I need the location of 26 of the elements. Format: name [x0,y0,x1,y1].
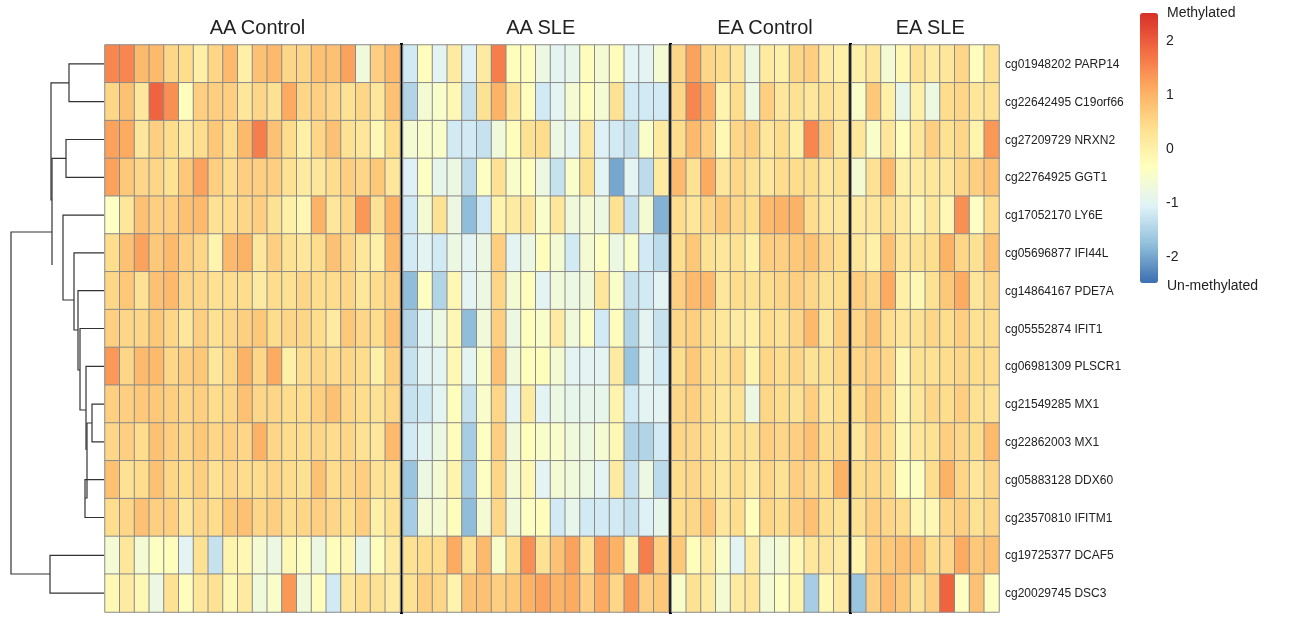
text: Methylated [1167,4,1236,20]
text: Un-methylated [1167,277,1259,293]
text: EA SLE [895,16,965,38]
y-tick-label: cg22862003 MX1 [1005,434,1100,449]
y-tick-label: cg01948202 PARP14 [1005,56,1120,71]
y-tick-label: cg23570810 IFITM1 [1005,510,1113,525]
y-tick-label: cg14864167 PDE7A [1005,283,1114,298]
y-tick-label: cg21549285 MX1 [1005,397,1100,412]
y-tick-label: cg17052170 LY6E [1005,208,1103,223]
color-bar-label: 2 [1166,32,1174,48]
y-tick-label: cg05552874 IFIT1 [1005,321,1103,336]
y-tick-label: cg22642495 C19orf66 [1005,94,1125,109]
y-tick-label: cg05696877 IFI44L [1005,245,1109,260]
y-tick-label: cg20029745 DSC3 [1005,586,1107,601]
text: AA SLE [506,16,576,38]
y-tick-label: cg22764925 GGT1 [1005,170,1108,185]
y-tick-label: cg06981309 PLSCR1 [1005,359,1122,374]
text: AA Control [209,16,306,38]
color-bar-label: 1 [1166,86,1174,102]
text: EA Control [717,16,813,38]
y-tick-label: cg19725377 DCAF5 [1005,548,1115,563]
y-tick-label: cg27209729 NRXN2 [1005,132,1116,147]
y-tick-label: cg05883128 DDX60 [1005,472,1114,487]
color-bar-label: -1 [1166,194,1179,210]
color-bar-label: 0 [1166,140,1174,156]
color-bar-label: -2 [1166,248,1179,264]
